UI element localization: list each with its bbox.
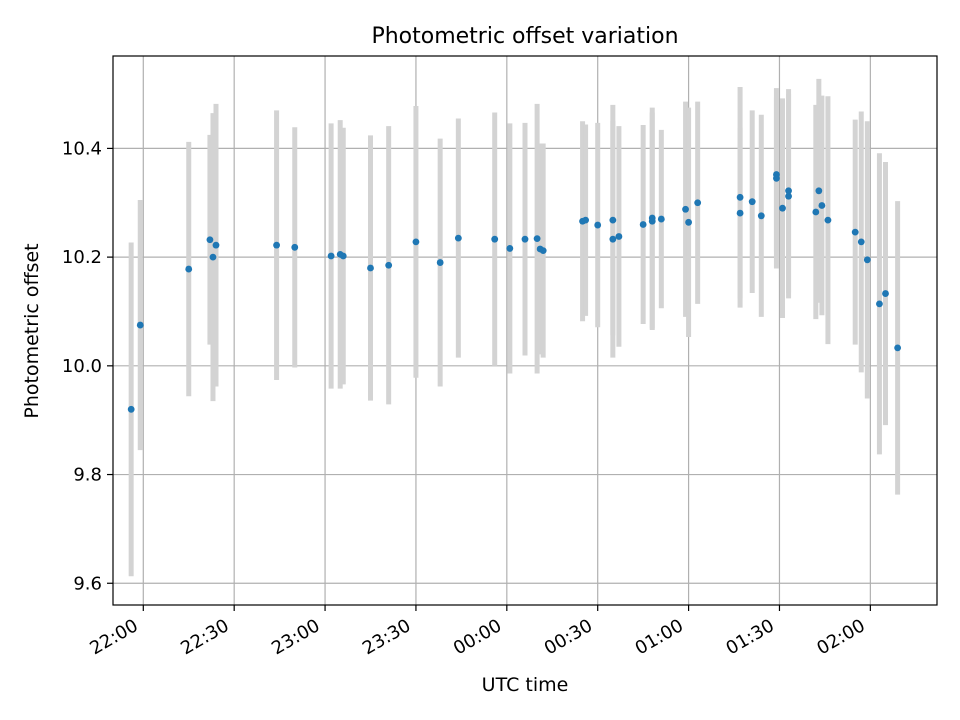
data-point xyxy=(454,234,462,242)
data-point xyxy=(209,253,217,261)
data-point xyxy=(857,238,865,246)
data-point xyxy=(212,241,220,249)
data-point xyxy=(894,344,902,352)
data-point xyxy=(779,204,786,212)
data-point xyxy=(491,235,499,243)
data-point xyxy=(327,252,335,260)
data-point xyxy=(863,256,871,264)
y-tick-label: 10.4 xyxy=(62,138,102,159)
data-point xyxy=(824,216,832,224)
y-tick-label: 9.8 xyxy=(73,465,102,486)
data-point xyxy=(685,218,692,226)
data-point xyxy=(615,233,623,240)
plot-frame xyxy=(112,55,938,606)
data-point xyxy=(609,235,617,243)
data-point xyxy=(785,187,792,195)
y-tick-label: 9.6 xyxy=(73,573,102,594)
data-point xyxy=(582,216,589,224)
data-point xyxy=(818,202,826,209)
data-point xyxy=(815,187,823,195)
y-axis-ticks: 9.6 9.8 10.0 10.2 10.4 xyxy=(62,138,113,594)
data-point xyxy=(876,300,883,308)
data-point xyxy=(136,321,144,329)
data-point xyxy=(412,238,420,246)
y-tick-label: 10.0 xyxy=(62,356,102,377)
data-point xyxy=(639,221,647,228)
data-point xyxy=(812,208,820,216)
data-point xyxy=(533,235,541,243)
data-point xyxy=(291,243,299,251)
data-point xyxy=(736,193,744,201)
data-point xyxy=(694,199,702,207)
data-point xyxy=(385,261,393,269)
data-points xyxy=(127,171,902,413)
data-point xyxy=(748,198,756,206)
y-tick-label: 10.2 xyxy=(62,247,102,268)
data-point xyxy=(436,259,444,266)
data-point xyxy=(657,215,665,223)
data-point xyxy=(273,241,280,249)
data-point xyxy=(339,252,347,260)
data-point xyxy=(206,236,214,244)
y-axis-label: Photometric offset xyxy=(21,243,43,418)
data-point xyxy=(521,235,529,243)
data-point xyxy=(648,214,656,222)
data-point xyxy=(609,216,617,224)
data-point xyxy=(539,247,547,254)
data-point xyxy=(851,228,859,236)
x-axis-label: UTC time xyxy=(482,674,569,696)
data-point xyxy=(185,265,193,273)
chart-title: Photometric offset variation xyxy=(371,24,678,49)
data-point xyxy=(882,290,889,297)
data-point xyxy=(594,221,602,229)
data-point xyxy=(757,212,765,220)
data-point xyxy=(682,205,689,213)
data-point xyxy=(127,405,135,413)
data-point xyxy=(785,192,792,200)
data-point xyxy=(773,174,780,182)
data-point xyxy=(506,245,514,252)
data-point xyxy=(736,209,744,217)
data-point xyxy=(367,264,374,272)
